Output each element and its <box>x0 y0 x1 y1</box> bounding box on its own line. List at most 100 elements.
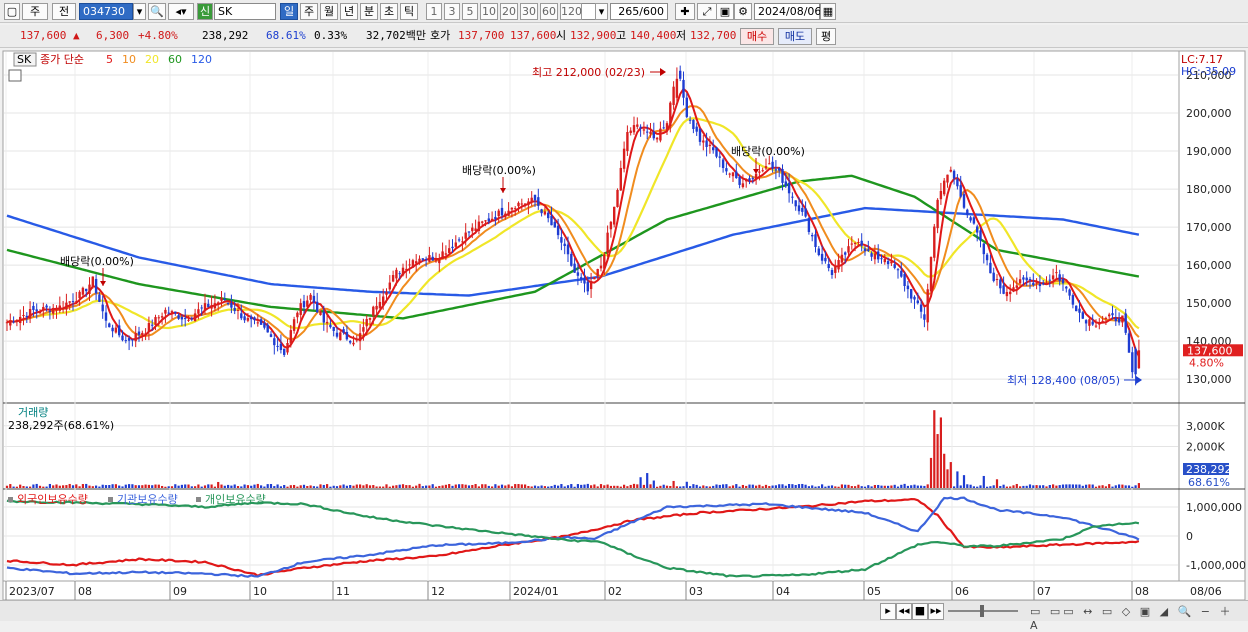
candle-body <box>299 303 302 315</box>
volume-bar <box>1005 486 1008 488</box>
candle-body <box>233 308 236 312</box>
minute-button-120[interactable]: 120 <box>560 3 582 20</box>
candle-body <box>243 316 246 321</box>
search-icon[interactable]: 🔍 <box>148 3 166 20</box>
calendar-icon[interactable]: ▦ <box>820 3 836 20</box>
period-button-2[interactable]: 월 <box>320 3 338 20</box>
period-button-4[interactable]: 분 <box>360 3 378 20</box>
volume-bar <box>566 485 570 488</box>
zoom-slider-handle[interactable] <box>980 605 984 617</box>
date-input[interactable]: 2024/08/06 <box>754 3 821 20</box>
volume-bar <box>71 485 75 488</box>
volume-bar <box>85 483 88 488</box>
period-button-0[interactable]: 일 <box>280 3 298 20</box>
minute-button-30[interactable]: 30 <box>520 3 538 20</box>
candle-body <box>52 307 55 314</box>
candle-body <box>900 270 903 277</box>
volume-bar <box>929 457 933 488</box>
candle-body <box>391 275 395 282</box>
stock-name-input[interactable]: SK <box>214 3 276 20</box>
volume-bar <box>636 484 639 488</box>
minute-button-3[interactable]: 3 <box>444 3 460 20</box>
candle-body <box>949 169 952 172</box>
candle-body <box>451 246 454 249</box>
period-button-1[interactable]: 주 <box>300 3 318 20</box>
crosshair-icon[interactable]: ✚ <box>675 3 695 20</box>
minute-button-5[interactable]: 5 <box>462 3 478 20</box>
candle-body <box>269 334 273 337</box>
period-button-3[interactable]: 년 <box>340 3 358 20</box>
eval-button[interactable]: 평 <box>816 28 836 45</box>
candle-body <box>1015 285 1018 288</box>
type-select-1[interactable]: 주 <box>22 3 48 20</box>
grid-toggle-icon[interactable] <box>8 69 22 82</box>
tool-icons[interactable]: ▭ ▭▭ ↔ ▭ ◇ ▣ ◢ 🔍 − ＋ A <box>1030 605 1234 632</box>
speaker-icon[interactable]: ◂▾ <box>168 3 194 20</box>
tool-icon[interactable]: ⤢ <box>697 3 717 20</box>
ma120-line <box>6 206 1140 297</box>
volume-bar <box>807 486 810 488</box>
save-icon[interactable]: ▣ <box>716 3 734 20</box>
code-dropdown-icon[interactable]: ▾ <box>133 3 146 20</box>
candle-body <box>712 147 715 151</box>
volume-bar <box>167 486 170 488</box>
scroll-right-icon[interactable]: ▸ <box>880 603 896 620</box>
candle-body <box>662 127 665 129</box>
candle-body <box>339 332 342 341</box>
volume-bar <box>718 484 721 488</box>
candle-body <box>1131 352 1134 373</box>
candle-body <box>213 303 217 309</box>
stop-icon[interactable]: ■ <box>912 603 928 620</box>
sell-button[interactable]: 매도 <box>778 28 812 45</box>
volume-bar <box>170 486 174 488</box>
candle-body <box>58 305 61 311</box>
volume-bar <box>972 486 975 488</box>
candle-body <box>787 182 791 194</box>
legend-ma-120: 120 <box>191 53 212 66</box>
count-arrow-icon[interactable]: ▾ <box>595 3 608 20</box>
candle-body <box>613 206 616 225</box>
volume-bar <box>949 462 952 488</box>
sin-badge[interactable]: 신 <box>197 3 213 20</box>
volume-bar <box>177 485 180 488</box>
candle-body <box>342 329 345 333</box>
volume-bar <box>1124 485 1127 488</box>
volume-bar <box>580 484 583 488</box>
candle-body <box>791 196 794 198</box>
candle-body <box>494 216 497 220</box>
candle-body <box>936 199 939 229</box>
chart-area[interactable]: 130,000140,000150,000160,000170,000180,0… <box>0 48 1248 600</box>
candle-body <box>332 326 335 331</box>
candle-body <box>939 190 943 200</box>
gear-icon[interactable]: ⚙ <box>734 3 752 20</box>
volume-bar <box>1061 484 1065 488</box>
forward-icon[interactable]: ▸▸ <box>928 603 944 620</box>
minute-button-20[interactable]: 20 <box>500 3 518 20</box>
volume-bar <box>665 485 669 488</box>
minute-button-60[interactable]: 60 <box>540 3 558 20</box>
candle-body <box>352 342 355 345</box>
period-button-6[interactable]: 틱 <box>400 3 418 20</box>
volume-bar <box>217 481 220 488</box>
rewind-icon[interactable]: ◂◂ <box>896 603 912 620</box>
period-button-5[interactable]: 초 <box>380 3 398 20</box>
volume-bar <box>715 484 718 488</box>
stock-code-input[interactable]: 034730 <box>79 3 133 20</box>
minute-button-10[interactable]: 10 <box>480 3 498 20</box>
date-label: 02 <box>608 585 622 598</box>
layout-icon[interactable]: ▢ <box>4 3 20 20</box>
buy-button[interactable]: 매수 <box>740 28 774 45</box>
candle-body <box>144 333 147 335</box>
count-input[interactable]: 265/600 <box>610 3 668 20</box>
volume-bar <box>104 485 108 488</box>
volume-bar <box>642 484 645 488</box>
candle-body <box>164 309 167 314</box>
minute-button-1[interactable]: 1 <box>426 3 442 20</box>
candle-body <box>1035 282 1038 284</box>
volume-bar <box>738 486 741 488</box>
type-select-2[interactable]: 전 <box>52 3 76 20</box>
y-tick-label: 0 <box>1186 530 1193 543</box>
candle-body <box>5 322 9 324</box>
volume-bar <box>1045 486 1048 488</box>
candle-body <box>127 338 131 341</box>
